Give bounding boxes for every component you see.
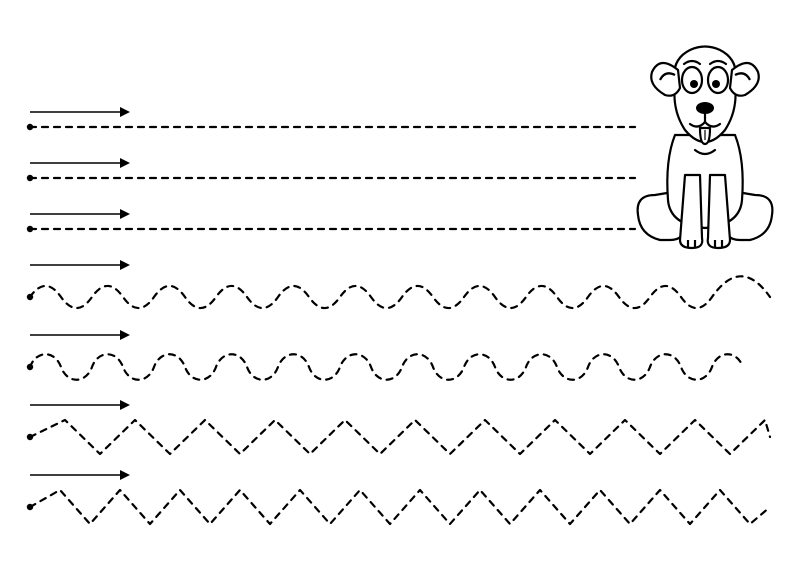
guide-arrow — [30, 158, 130, 168]
guide-arrow — [30, 260, 130, 270]
worksheet-canvas — [0, 0, 800, 566]
trace-line-zigzag — [30, 420, 770, 454]
trace-line-wave — [30, 276, 770, 308]
dog-illustration — [638, 47, 773, 249]
tracing-worksheet — [0, 0, 800, 566]
guide-arrow — [30, 209, 130, 219]
guide-arrow — [30, 107, 130, 117]
guide-arrow — [30, 330, 130, 340]
guide-arrow — [30, 400, 130, 410]
trace-line-bump — [30, 354, 743, 380]
guide-arrow — [30, 470, 130, 480]
trace-line-zigzag — [30, 490, 770, 524]
